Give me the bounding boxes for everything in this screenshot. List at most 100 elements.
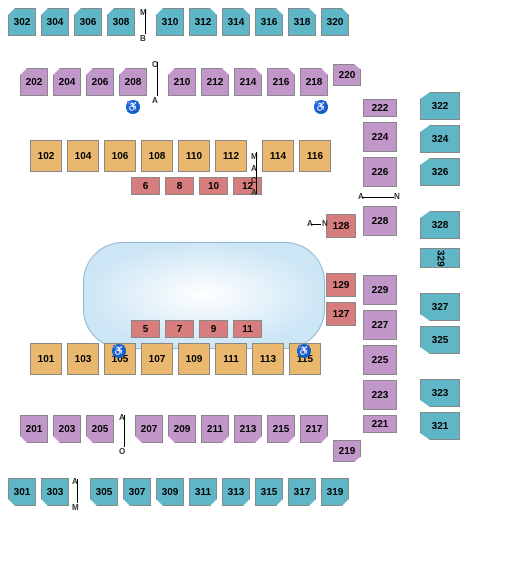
section-221[interactable]: 221 [363,415,397,433]
direction-arrow [145,10,146,34]
wheelchair-icon: ♿ [314,100,328,114]
section-219[interactable]: 219 [333,440,361,462]
section-10[interactable]: 10 [199,177,228,195]
section-7[interactable]: 7 [165,320,194,338]
section-106[interactable]: 106 [104,140,136,172]
wheelchair-icon: ♿ [126,100,140,114]
section-322[interactable]: 322 [420,92,460,120]
section-210[interactable]: 210 [168,68,196,96]
section-128[interactable]: 128 [326,214,356,238]
section-104[interactable]: 104 [67,140,99,172]
section-218[interactable]: 218 [300,68,328,96]
section-305[interactable]: 305 [90,478,118,506]
section-307[interactable]: 307 [123,478,151,506]
section-127[interactable]: 127 [326,302,356,326]
section-211[interactable]: 211 [201,415,229,443]
section-223[interactable]: 223 [363,380,397,410]
direction-arrow [311,224,321,225]
section-205[interactable]: 205 [86,415,114,443]
section-226[interactable]: 226 [363,157,397,187]
row-label: O [119,447,125,456]
row-label: A [152,96,158,105]
section-314[interactable]: 314 [222,8,250,36]
section-229[interactable]: 229 [363,275,397,305]
section-306[interactable]: 306 [74,8,102,36]
section-310[interactable]: 310 [156,8,184,36]
section-309[interactable]: 309 [156,478,184,506]
section-204[interactable]: 204 [53,68,81,96]
section-228[interactable]: 228 [363,206,397,236]
section-101[interactable]: 101 [30,343,62,375]
section-224[interactable]: 224 [363,122,397,152]
row-label: N [322,219,328,228]
section-222[interactable]: 222 [363,99,397,117]
section-329[interactable]: 329 [420,248,460,268]
direction-arrow [157,62,158,96]
section-201[interactable]: 201 [20,415,48,443]
row-label: N [394,192,400,201]
section-116[interactable]: 116 [299,140,331,172]
section-103[interactable]: 103 [67,343,99,375]
section-208[interactable]: 208 [119,68,147,96]
section-209[interactable]: 209 [168,415,196,443]
section-5[interactable]: 5 [131,320,160,338]
section-315[interactable]: 315 [255,478,283,506]
section-213[interactable]: 213 [234,415,262,443]
section-214[interactable]: 214 [234,68,262,96]
direction-arrow [124,415,125,447]
direction-arrow [256,152,257,194]
section-311[interactable]: 311 [189,478,217,506]
section-102[interactable]: 102 [30,140,62,172]
section-303[interactable]: 303 [41,478,69,506]
seating-chart: 3023043063083103123143163183202022042062… [0,0,525,575]
wheelchair-icon: ♿ [297,344,311,358]
section-217[interactable]: 217 [300,415,328,443]
section-109[interactable]: 109 [178,343,210,375]
section-216[interactable]: 216 [267,68,295,96]
section-321[interactable]: 321 [420,412,460,440]
section-302[interactable]: 302 [8,8,36,36]
section-113[interactable]: 113 [252,343,284,375]
section-108[interactable]: 108 [141,140,173,172]
section-11[interactable]: 11 [233,320,262,338]
direction-arrow [77,479,78,503]
section-203[interactable]: 203 [53,415,81,443]
section-327[interactable]: 327 [420,293,460,321]
section-9[interactable]: 9 [199,320,228,338]
section-324[interactable]: 324 [420,125,460,153]
section-6[interactable]: 6 [131,177,160,195]
section-12[interactable]: 12 [233,177,262,195]
section-304[interactable]: 304 [41,8,69,36]
section-318[interactable]: 318 [288,8,316,36]
section-316[interactable]: 316 [255,8,283,36]
section-308[interactable]: 308 [107,8,135,36]
section-227[interactable]: 227 [363,310,397,340]
section-325[interactable]: 325 [420,326,460,354]
section-225[interactable]: 225 [363,345,397,375]
section-313[interactable]: 313 [222,478,250,506]
section-215[interactable]: 215 [267,415,295,443]
section-301[interactable]: 301 [8,478,36,506]
section-328[interactable]: 328 [420,211,460,239]
row-label: M [72,503,79,512]
section-111[interactable]: 111 [215,343,247,375]
section-202[interactable]: 202 [20,68,48,96]
direction-arrow [362,197,394,198]
section-317[interactable]: 317 [288,478,316,506]
wheelchair-icon: ♿ [112,344,126,358]
section-110[interactable]: 110 [178,140,210,172]
section-114[interactable]: 114 [262,140,294,172]
section-319[interactable]: 319 [321,478,349,506]
section-107[interactable]: 107 [141,343,173,375]
section-320[interactable]: 320 [321,8,349,36]
section-112[interactable]: 112 [215,140,247,172]
section-129[interactable]: 129 [326,273,356,297]
section-312[interactable]: 312 [189,8,217,36]
section-206[interactable]: 206 [86,68,114,96]
section-323[interactable]: 323 [420,379,460,407]
section-8[interactable]: 8 [165,177,194,195]
section-207[interactable]: 207 [135,415,163,443]
section-326[interactable]: 326 [420,158,460,186]
section-212[interactable]: 212 [201,68,229,96]
section-220[interactable]: 220 [333,64,361,86]
